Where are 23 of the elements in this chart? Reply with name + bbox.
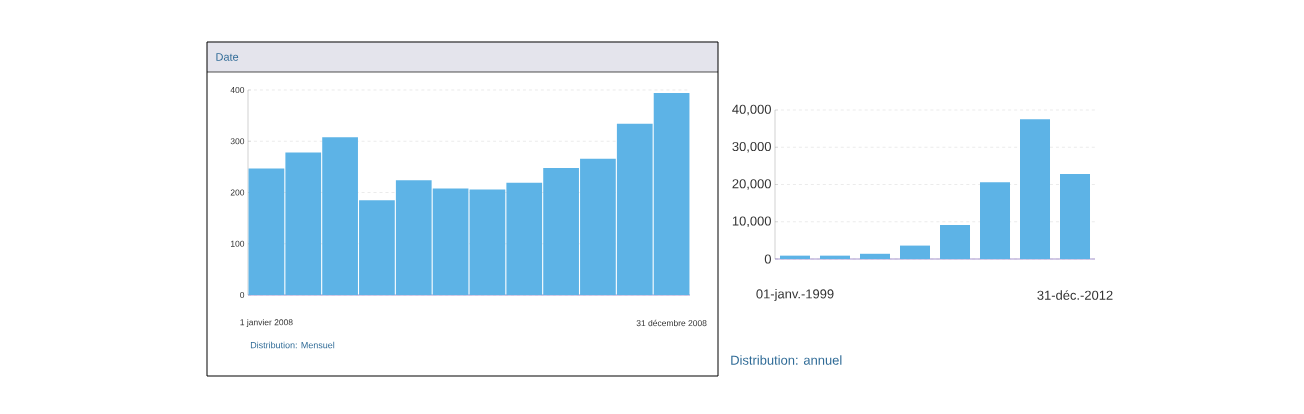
text: Distribution: annuel	[731, 355, 842, 365]
y-tick-label: 400	[230, 87, 245, 93]
y-tick-label: 30,000	[732, 141, 771, 153]
y-tick-label: 10,000	[732, 216, 771, 228]
x-tick-label: 01-janv.-1999	[756, 288, 834, 302]
y-tick-label: 0	[240, 292, 245, 298]
chart-title: Date	[216, 53, 239, 61]
y-tick-label: 300	[230, 138, 245, 145]
bar	[900, 245, 931, 259]
y-tick-label: 20,000	[732, 179, 771, 190]
y-tick-label: 200	[230, 189, 245, 196]
bar	[860, 253, 891, 259]
bar	[980, 182, 1010, 259]
y-tick-label: 40,000	[732, 104, 771, 116]
bar	[940, 225, 971, 259]
bar	[1020, 119, 1050, 259]
x-tick-label: 31-déc.-2012	[1037, 290, 1113, 300]
y-tick-label: 0	[764, 254, 771, 264]
bar	[1060, 174, 1090, 259]
x-tick-label: 31 décembre 2008	[636, 319, 707, 327]
text: Distribution: Mensuel	[250, 341, 335, 349]
x-tick-label: 1 janvier 2008	[240, 319, 293, 327]
y-tick-label: 100	[230, 240, 245, 247]
